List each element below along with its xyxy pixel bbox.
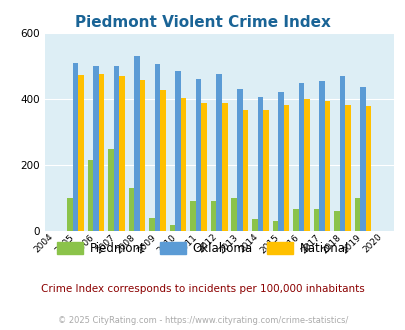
Bar <box>201 103 207 231</box>
Bar <box>277 92 283 231</box>
Bar <box>354 198 359 231</box>
Bar <box>303 99 309 231</box>
Bar <box>333 211 339 231</box>
Text: Piedmont Violent Crime Index: Piedmont Violent Crime Index <box>75 15 330 30</box>
Bar <box>169 225 175 231</box>
Bar <box>318 81 324 231</box>
Bar <box>98 74 104 231</box>
Bar <box>339 76 344 231</box>
Text: Crime Index corresponds to incidents per 100,000 inhabitants: Crime Index corresponds to incidents per… <box>41 284 364 294</box>
Bar <box>211 201 216 231</box>
Legend: Piedmont, Oklahoma, National: Piedmont, Oklahoma, National <box>52 237 353 260</box>
Bar <box>257 97 262 231</box>
Bar <box>216 74 222 231</box>
Bar <box>365 106 371 231</box>
Bar <box>108 148 113 231</box>
Bar <box>283 105 288 231</box>
Bar <box>113 66 119 231</box>
Bar <box>139 80 145 231</box>
Bar <box>252 219 257 231</box>
Bar <box>149 218 154 231</box>
Bar <box>292 209 298 231</box>
Bar <box>298 82 303 231</box>
Bar <box>190 201 196 231</box>
Bar <box>313 209 318 231</box>
Bar <box>87 160 93 231</box>
Bar <box>160 90 166 231</box>
Bar <box>93 66 98 231</box>
Bar <box>181 98 186 231</box>
Bar <box>237 89 242 231</box>
Bar <box>78 75 83 231</box>
Bar <box>128 188 134 231</box>
Bar <box>134 56 139 231</box>
Bar <box>119 76 125 231</box>
Bar <box>72 63 78 231</box>
Bar <box>242 110 247 231</box>
Bar <box>272 221 277 231</box>
Bar <box>359 87 365 231</box>
Bar <box>154 64 160 231</box>
Bar <box>262 110 268 231</box>
Text: © 2025 CityRating.com - https://www.cityrating.com/crime-statistics/: © 2025 CityRating.com - https://www.city… <box>58 316 347 325</box>
Bar <box>196 79 201 231</box>
Bar <box>231 198 237 231</box>
Bar <box>67 198 72 231</box>
Bar <box>175 71 181 231</box>
Bar <box>222 103 227 231</box>
Bar <box>324 101 329 231</box>
Bar <box>344 105 350 231</box>
